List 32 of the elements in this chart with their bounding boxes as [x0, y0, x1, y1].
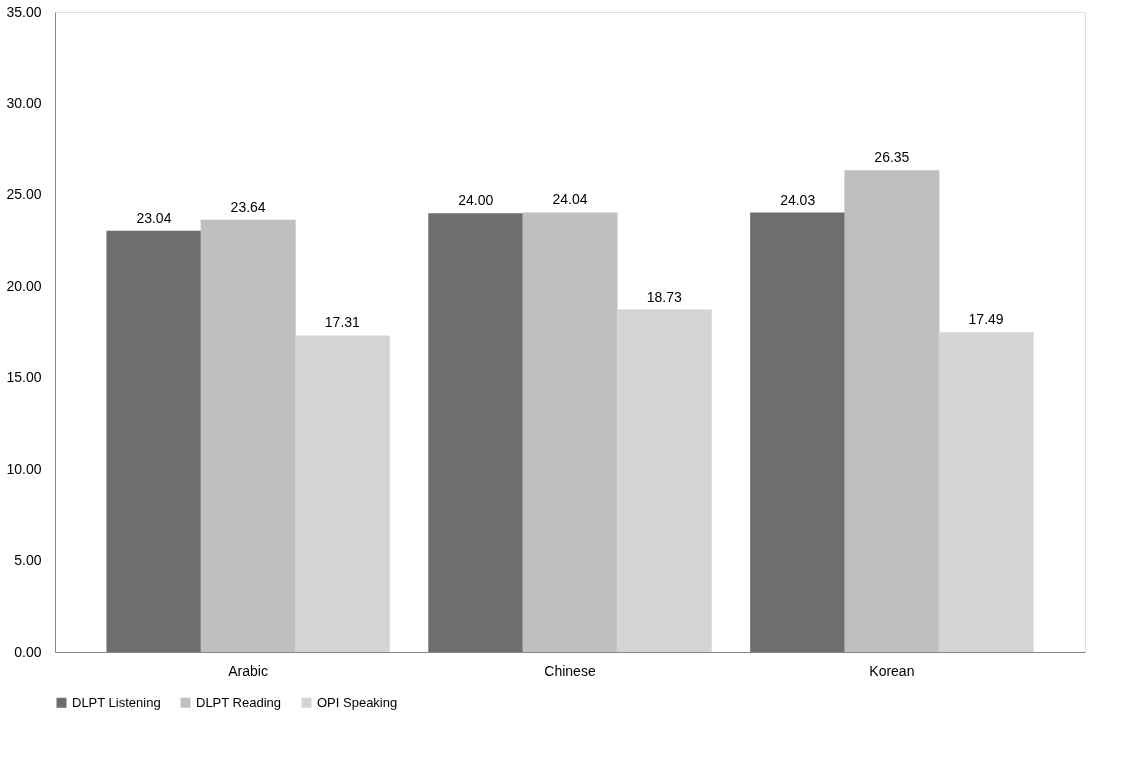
bar [428, 213, 524, 652]
bar [938, 332, 1034, 652]
x-tick-label: Korean [869, 662, 915, 679]
data-label: 26.35 [874, 149, 910, 166]
y-tick-label: 10.00 [6, 460, 42, 477]
bar [106, 230, 202, 652]
y-tick-label: 15.00 [6, 369, 42, 386]
data-label: 24.03 [780, 191, 816, 208]
data-label: 23.04 [136, 209, 172, 226]
y-tick-label: 30.00 [6, 94, 42, 111]
data-label: 23.64 [230, 198, 266, 215]
legend-label: OPI Speaking [317, 694, 398, 710]
bar [294, 335, 390, 652]
x-tick-label: Arabic [228, 662, 268, 679]
y-tick-label: 0.00 [14, 643, 42, 660]
data-label: 24.00 [458, 192, 494, 209]
y-tick-label: 25.00 [6, 186, 42, 203]
data-label: 24.04 [552, 191, 588, 208]
bar [200, 219, 296, 652]
data-label: 18.73 [646, 288, 682, 305]
data-label: 17.31 [324, 314, 361, 331]
bar [750, 212, 846, 652]
bar [616, 309, 712, 652]
x-tick-label: Chinese [544, 662, 596, 679]
data-label: 17.49 [968, 311, 1004, 328]
legend-label: DLPT Listening [72, 694, 161, 710]
y-tick-label: 20.00 [6, 277, 42, 294]
y-tick-label: 35.00 [6, 3, 42, 20]
legend-label: DLPT Reading [196, 694, 282, 710]
y-tick-label: 5.00 [14, 552, 42, 569]
bar [522, 212, 618, 652]
bar [844, 170, 940, 652]
